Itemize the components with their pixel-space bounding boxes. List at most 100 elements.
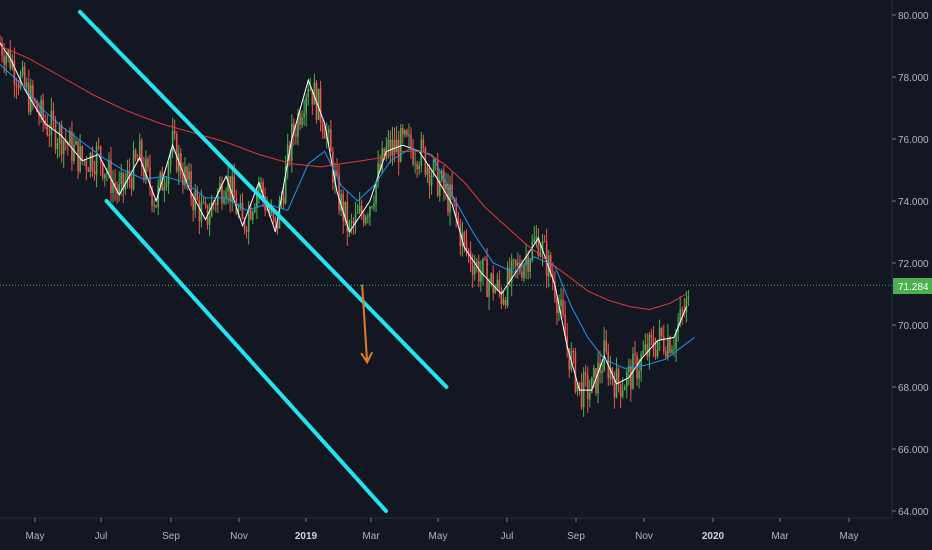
candle-body [291,123,293,161]
candle-body [214,203,217,206]
candle-body [249,208,252,220]
candle-body [634,353,636,356]
candle-body [36,100,38,112]
candle-body [478,261,480,282]
candle-body [140,140,143,168]
candle-body [669,337,671,353]
time-tick-label: Jul [95,531,108,542]
price-axis[interactable]: 80.000 78.000 76.000 74.000 72.000 70.000 68.0… [892,11,929,518]
projection-arrow-shaft[interactable] [361,284,369,363]
current-price-label: 71.284 [898,282,929,293]
candle-body [305,96,307,114]
candle-body [601,370,603,373]
candle-body [223,199,225,204]
candle-body [276,222,279,229]
candle-body [414,163,416,165]
candle-body [630,366,632,390]
price-tick-label: 76.000 [898,135,929,146]
candle-body [482,258,484,274]
candle-body [5,55,7,65]
candle-body [334,170,336,183]
channel-upper-line[interactable] [77,9,449,389]
candle-body [284,166,287,204]
candle-body [502,299,505,304]
candle-body [404,130,406,135]
candle-body [97,146,100,148]
candle-body [7,49,10,56]
candle-body [475,261,478,267]
candle-body [104,173,106,179]
candle-body [145,158,147,179]
candle-body [323,132,326,139]
candle-body [586,374,589,400]
candle-body [533,239,536,242]
candle-body [625,372,628,388]
candle-body [225,191,227,200]
candle-body [81,145,83,161]
candle-body [660,327,663,337]
candle-body [231,176,234,201]
candle-body [338,174,340,211]
candle-body [638,371,640,379]
candle-body [175,134,178,172]
candle-body [260,182,262,184]
candle-body [319,88,322,123]
time-axis[interactable]: May Jul Sep Nov 2019 Mar May Jul Sep Nov 2020 Mar Ma… [26,518,859,542]
candle-body [525,256,527,266]
candle-body [410,134,412,150]
candle-body [25,82,28,88]
candle-body [15,83,18,86]
candle-body [517,262,519,266]
candle-body [254,207,256,212]
candle-body [350,221,353,223]
current-price-tag: 71.284 [893,278,932,294]
candle-body [512,259,515,261]
candle-body [270,209,273,214]
candle-body [124,181,127,190]
candle-body [188,171,190,180]
candle-body [149,167,151,188]
candle-body [46,125,49,135]
candle-body [358,205,361,213]
channel-lower-line[interactable] [104,199,388,513]
candle-body [330,129,332,152]
candle-body [360,205,363,215]
candle-body [574,351,577,392]
price-tick-label: 68.000 [898,383,929,394]
candle-body [675,331,677,350]
candle-body [95,146,98,175]
candle-body [258,183,260,192]
candle-body [687,296,690,299]
candle-body [541,241,544,254]
candle-body [85,160,88,170]
candle-body [118,184,120,194]
candle-body [99,146,102,164]
candle-body [377,163,379,183]
candle-body [344,201,347,222]
price-tick-label: 66.000 [898,445,929,456]
candle-body [609,368,612,379]
candle-body [120,172,123,185]
candle-body [588,392,591,400]
candle-body [572,351,575,353]
candle-body [340,194,342,211]
time-tick-label: Sep [567,531,585,542]
candle-body [348,222,351,233]
candle-body [241,202,244,220]
candle-body [48,134,51,136]
candle-body [395,139,398,153]
candle-body [256,191,258,208]
candle-body [486,258,488,297]
candle-body [545,241,548,277]
candle-body [3,55,5,65]
candle-body [679,309,682,324]
candle-body [309,89,312,91]
candle-body [204,202,207,206]
candle-body [321,122,324,133]
candle-body [89,152,92,172]
candle-body [369,206,371,217]
candle-body [375,182,377,204]
candle-body [87,169,90,172]
